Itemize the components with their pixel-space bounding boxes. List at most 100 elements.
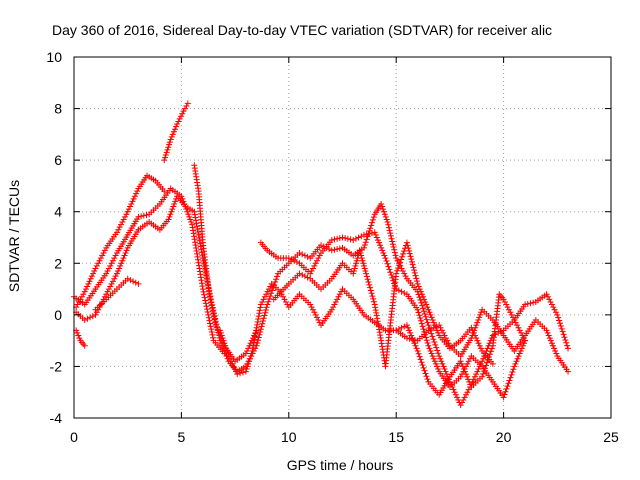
data-point-marker <box>483 362 490 369</box>
data-point-marker <box>254 321 261 328</box>
data-point-marker <box>393 255 400 262</box>
data-point-marker <box>285 255 292 262</box>
data-point-marker <box>231 366 238 373</box>
data-point-marker <box>503 301 510 308</box>
data-point-marker <box>108 260 115 267</box>
data-point-marker <box>265 298 272 305</box>
data-point-marker <box>379 247 386 254</box>
data-point-marker <box>421 367 428 374</box>
data-point-marker <box>257 304 264 311</box>
data-point-marker <box>429 333 436 340</box>
data-point-marker <box>140 212 147 219</box>
data-point-marker <box>465 376 472 383</box>
data-point-marker <box>85 280 92 287</box>
data-point-marker <box>180 108 187 115</box>
data-point-marker <box>565 345 572 352</box>
data-point-marker <box>383 257 390 264</box>
data-point-marker <box>229 360 236 367</box>
data-point-marker <box>309 265 316 272</box>
data-point-marker <box>167 211 174 218</box>
data-point-marker <box>429 353 436 360</box>
data-point-marker <box>111 275 118 282</box>
data-point-marker <box>336 291 343 298</box>
data-point-marker <box>421 310 428 317</box>
data-point-marker <box>181 105 188 112</box>
data-point-marker <box>244 363 251 370</box>
data-point-marker <box>194 226 201 233</box>
data-point-marker <box>360 231 367 238</box>
data-point-marker <box>74 301 81 308</box>
data-point-marker <box>418 291 425 298</box>
data-point-marker <box>501 298 508 305</box>
data-point-marker <box>162 154 169 161</box>
data-point-marker <box>361 265 368 272</box>
data-point-marker <box>511 363 518 370</box>
data-point-marker <box>417 356 424 363</box>
data-point-marker <box>206 291 213 298</box>
data-point-marker <box>315 317 322 324</box>
data-point-marker <box>417 317 424 324</box>
data-point-marker <box>263 291 270 298</box>
data-point-marker <box>404 242 411 249</box>
data-point-marker <box>230 363 237 370</box>
data-point-marker <box>225 353 232 360</box>
data-point-marker <box>504 383 511 390</box>
data-point-marker <box>366 230 373 237</box>
data-point-marker <box>563 339 570 346</box>
data-point-marker <box>439 360 446 367</box>
data-point-marker <box>522 301 529 308</box>
data-point-marker <box>311 262 318 269</box>
series-track-3 <box>73 193 572 409</box>
data-point-marker <box>234 371 241 378</box>
data-point-marker <box>165 144 172 151</box>
data-point-marker <box>406 247 413 254</box>
data-point-marker <box>82 286 89 293</box>
data-point-marker <box>196 234 203 241</box>
data-point-marker <box>208 302 215 309</box>
data-point-marker <box>166 213 173 220</box>
data-point-marker <box>133 190 140 197</box>
data-point-marker <box>350 237 357 244</box>
data-point-marker <box>547 298 554 305</box>
data-point-marker <box>100 249 107 256</box>
data-point-marker <box>562 336 569 343</box>
data-point-marker <box>134 188 141 195</box>
data-point-marker <box>262 307 269 314</box>
data-point-marker <box>512 360 519 367</box>
data-point-marker <box>470 376 477 383</box>
data-point-marker <box>350 270 357 277</box>
data-point-marker <box>96 257 103 264</box>
data-point-marker <box>131 193 138 200</box>
data-point-marker <box>210 334 217 341</box>
data-point-marker <box>265 286 272 293</box>
data-point-marker <box>207 320 214 327</box>
data-point-marker <box>431 322 438 329</box>
data-point-marker <box>307 301 314 308</box>
data-point-marker <box>205 311 212 318</box>
data-point-marker <box>401 270 408 277</box>
y-tick-label: 4 <box>54 204 62 220</box>
data-point-marker <box>201 291 208 298</box>
data-point-marker <box>272 279 279 286</box>
data-point-marker <box>246 355 253 362</box>
data-point-marker <box>419 362 426 369</box>
data-point-marker <box>508 371 515 378</box>
data-point-marker <box>201 294 208 301</box>
data-point-marker <box>257 326 264 333</box>
data-point-marker <box>362 239 369 246</box>
data-point-marker <box>296 270 303 277</box>
data-point-marker <box>358 233 365 240</box>
data-point-marker <box>415 350 422 357</box>
data-point-marker <box>527 300 534 307</box>
data-point-marker <box>408 258 415 265</box>
data-point-marker <box>195 229 202 236</box>
data-point-marker <box>516 350 523 357</box>
data-point-marker <box>358 255 365 262</box>
data-point-marker <box>274 273 281 280</box>
data-point-marker <box>561 334 568 341</box>
data-point-marker <box>209 331 216 338</box>
data-point-marker <box>251 336 258 343</box>
data-point-marker <box>328 247 335 254</box>
data-point-marker <box>301 273 308 280</box>
data-point-marker <box>423 316 430 323</box>
